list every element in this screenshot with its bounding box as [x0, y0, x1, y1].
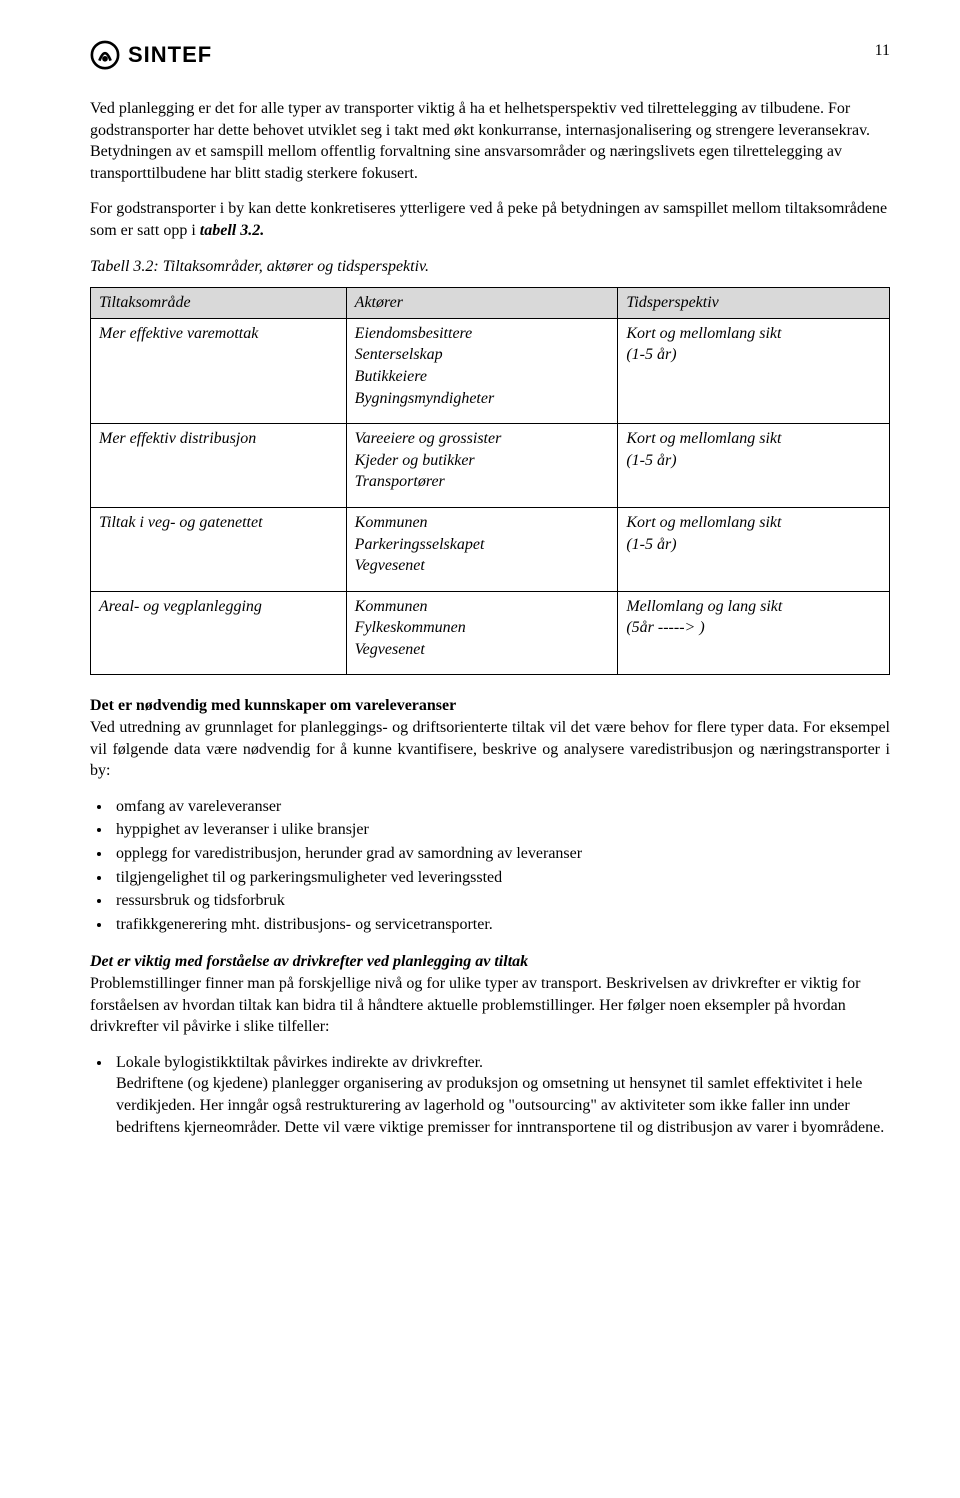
- table-cell: KommunenParkeringsselskapetVegvesenet: [346, 507, 618, 591]
- table-row: Mer effektive varemottakEiendomsbesitter…: [91, 318, 890, 423]
- table-cell: Mer effektiv distribusjon: [91, 424, 347, 508]
- page-number: 11: [875, 40, 890, 62]
- list-item: Lokale bylogistikktiltak påvirkes indire…: [112, 1052, 890, 1138]
- table-ref: tabell 3.2.: [200, 222, 264, 239]
- table-row: Tiltak i veg- og gatenettetKommunenParke…: [91, 507, 890, 591]
- table-caption: Tabell 3.2: Tiltaksområder, aktører og t…: [90, 256, 890, 278]
- logo: SINTEF: [90, 40, 212, 70]
- page-header: SINTEF 11: [90, 40, 890, 70]
- list-item: trafikkgenerering mht. distribusjons- og…: [112, 914, 890, 936]
- table-row: Areal- og vegplanleggingKommunenFylkesko…: [91, 591, 890, 675]
- paragraph-3: Ved utredning av grunnlaget for planlegg…: [90, 717, 890, 782]
- logo-text: SINTEF: [128, 40, 212, 70]
- table-row: Mer effektiv distribusjonVareeiere og gr…: [91, 424, 890, 508]
- list-item: tilgjengelighet til og parkeringsmulighe…: [112, 867, 890, 889]
- list-item: hyppighet av leveranser i ulike bransjer: [112, 819, 890, 841]
- th-0: Tiltaksområde: [91, 288, 347, 319]
- table-cell: Tiltak i veg- og gatenettet: [91, 507, 347, 591]
- tiltak-table: Tiltaksområde Aktører Tidsperspektiv Mer…: [90, 287, 890, 675]
- sintef-logo-icon: [90, 40, 120, 70]
- bullet-list-2: Lokale bylogistikktiltak påvirkes indire…: [90, 1052, 890, 1138]
- subheading-1: Det er nødvendig med kunnskaper om varel…: [90, 695, 890, 717]
- table-cell: Kort og mellomlang sikt(1-5 år): [618, 424, 890, 508]
- list-item: opplegg for varedistribusjon, herunder g…: [112, 843, 890, 865]
- paragraph-4: Problemstillinger finner man på forskjel…: [90, 973, 890, 1038]
- paragraph-2: For godstransporter i by kan dette konkr…: [90, 198, 890, 241]
- table-cell: Mer effektive varemottak: [91, 318, 347, 423]
- list-item-body: Bedriftene (og kjedene) planlegger organ…: [116, 1075, 884, 1135]
- table-cell: Areal- og vegplanlegging: [91, 591, 347, 675]
- paragraph-1: Ved planlegging er det for alle typer av…: [90, 98, 890, 184]
- list-item: ressursbruk og tidsforbruk: [112, 890, 890, 912]
- bullet-list-1: omfang av vareleveranserhyppighet av lev…: [90, 796, 890, 936]
- list-item-lead: Lokale bylogistikktiltak påvirkes indire…: [116, 1054, 483, 1071]
- subheading-2: Det er viktig med forståelse av drivkref…: [90, 951, 890, 973]
- table-cell: Kort og mellomlang sikt(1-5 år): [618, 507, 890, 591]
- th-1: Aktører: [346, 288, 618, 319]
- list-item: omfang av vareleveranser: [112, 796, 890, 818]
- table-cell: KommunenFylkeskommunenVegvesenet: [346, 591, 618, 675]
- table-cell: Kort og mellomlang sikt(1-5 år): [618, 318, 890, 423]
- table-header-row: Tiltaksområde Aktører Tidsperspektiv: [91, 288, 890, 319]
- th-2: Tidsperspektiv: [618, 288, 890, 319]
- table-cell: Mellomlang og lang sikt(5år -----> ): [618, 591, 890, 675]
- table-cell: Vareeiere og grossisterKjeder og butikke…: [346, 424, 618, 508]
- table-cell: EiendomsbesittereSenterselskapButikkeier…: [346, 318, 618, 423]
